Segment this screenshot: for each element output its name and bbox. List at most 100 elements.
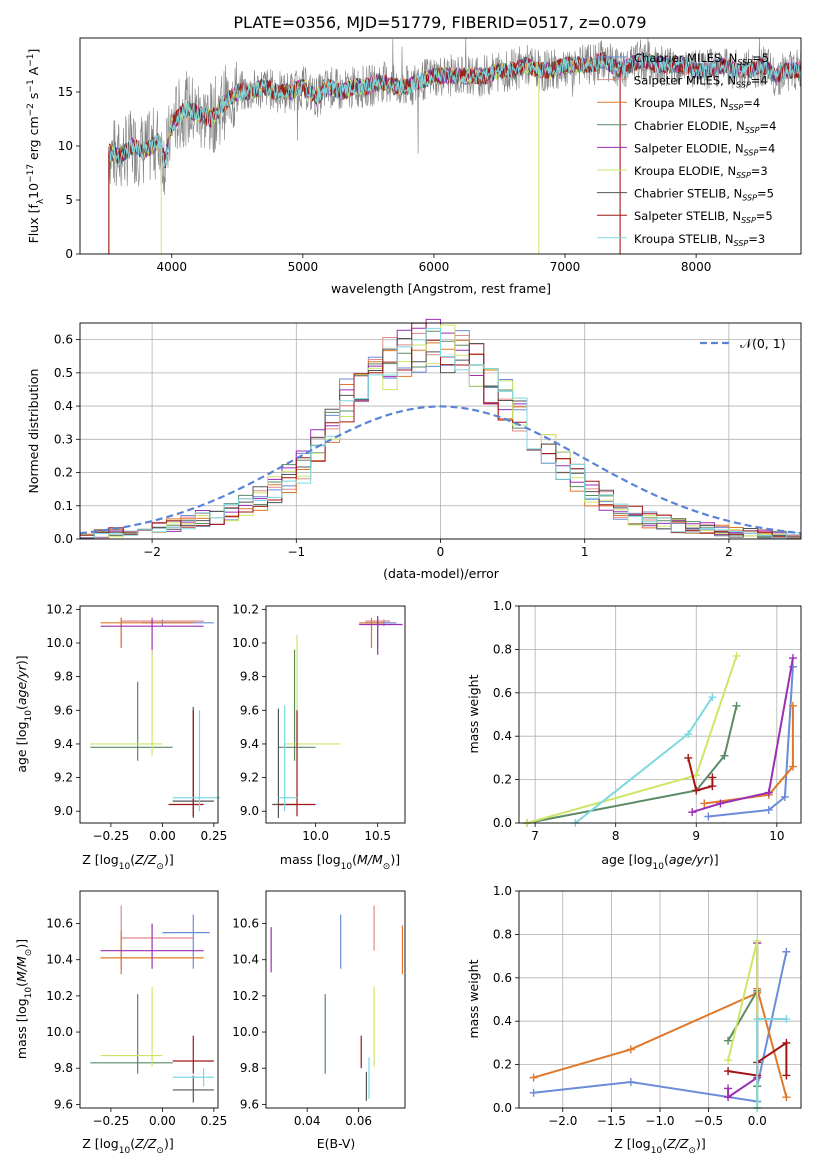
x-tick-label: 10.5 <box>364 829 391 843</box>
weight-line <box>727 940 759 1108</box>
y-axis-label: Flux [fλ10−17 erg cm−2 s−1 A−1] <box>26 49 46 244</box>
y-tick-label: 0.2 <box>493 773 512 787</box>
weight-marker <box>692 786 701 795</box>
x-tick-label: 0.04 <box>294 1114 321 1128</box>
y-tick-label: 10 <box>58 139 73 153</box>
y-tick-label: 9.2 <box>54 771 73 785</box>
y-tick-label: 0.6 <box>493 971 512 985</box>
x-tick-label: 4000 <box>156 260 187 274</box>
y-tick-label: 0.2 <box>493 1058 512 1072</box>
weight-marker <box>764 788 773 797</box>
weight-marker <box>724 1067 733 1076</box>
weight-marker <box>684 730 693 739</box>
weight-marker <box>708 773 717 782</box>
weight-marker <box>684 753 693 762</box>
x-tick-label: 0 <box>437 545 445 559</box>
weight-marker <box>708 693 717 702</box>
y-tick-label: 1.0 <box>493 599 512 613</box>
y-axis-label: mass weight <box>466 674 481 753</box>
y-axis-label: mass [log10(M/M⊙)] <box>14 939 34 1059</box>
spectrum-axes: 4000 5000 6000 7000 8000 0 5 10 15 Chabrier MILES… <box>26 37 802 296</box>
weight-marker <box>782 1015 791 1024</box>
legend-entry: Kroupa ELODIE, NSSP=3 <box>634 164 768 180</box>
y-tick-label: 9.8 <box>240 1061 259 1075</box>
y-tick-label: 0.4 <box>493 1014 512 1028</box>
x-tick-label: 5000 <box>288 260 319 274</box>
age-vs-z-axes: −0.25 0.00 0.25 9.0 9.2 9.4 9.6 9.8 10.0 10.2 Z [l… <box>14 602 227 872</box>
axes-frame <box>79 322 802 540</box>
weight-marker <box>788 654 797 663</box>
y-tick-label: 0.2 <box>54 466 73 480</box>
x-tick-label: 7 <box>531 829 539 843</box>
mass-vs-z-axes: −0.25 0.00 0.25 9.6 9.8 10.0 10.2 10.4 10.6 Z [lo… <box>14 890 228 1156</box>
y-tick-label: 1.0 <box>493 884 512 898</box>
x-axis-label: Z [log10(Z/Z⊙)] <box>82 852 173 872</box>
weight-line <box>526 705 738 824</box>
x-axis-label: Z [log10(Z/Z⊙)] <box>82 1136 173 1156</box>
y-tick-label: 9.4 <box>240 737 259 751</box>
y-axis-label: mass weight <box>466 959 481 1038</box>
x-tick-label: −0.25 <box>93 1114 130 1128</box>
weight-marker <box>688 808 697 817</box>
y-tick-label: 10.2 <box>232 989 259 1003</box>
x-tick-label: −2.0 <box>548 1114 577 1128</box>
weight-line <box>526 655 738 824</box>
y-tick-label: 10.4 <box>232 953 259 967</box>
x-tick-label: −1.5 <box>597 1114 626 1128</box>
y-tick-label: 10.4 <box>46 953 73 967</box>
x-axis-label: age [log10(age/yr)] <box>601 852 718 872</box>
x-tick-label: 2 <box>725 545 733 559</box>
y-tick-label: 0.6 <box>54 333 73 347</box>
legend-entry: 𝒩(0, 1) <box>740 336 786 351</box>
weight-line <box>691 657 794 814</box>
y-tick-label: 0.4 <box>54 399 73 413</box>
weight-line <box>708 666 794 818</box>
y-tick-label: 9.2 <box>240 771 259 785</box>
x-tick-label: 0.25 <box>201 1114 228 1128</box>
legend-entry: Salpeter ELODIE, NSSP=4 <box>634 141 775 157</box>
y-axis-label: age [log10(age/yr)] <box>14 655 34 772</box>
weight-marker <box>788 662 797 671</box>
y-tick-label: 10.2 <box>232 602 259 616</box>
y-tick-label: 0.5 <box>54 366 73 380</box>
y-tick-label: 0.8 <box>493 927 512 941</box>
legend-entry: Salpeter MILES, NSSP=4 <box>634 74 768 90</box>
figure-title: PLATE=0356, MJD=51779, FIBERID=0517, z=0… <box>233 13 646 32</box>
axes-frame <box>79 890 219 1109</box>
y-tick-label: 10.6 <box>46 917 73 931</box>
x-tick-label: 0.06 <box>345 1114 372 1128</box>
x-tick-label: 0.0 <box>748 1114 767 1128</box>
weight-marker <box>788 762 797 771</box>
weight-marker <box>704 812 713 821</box>
y-tick-label: 9.8 <box>54 1061 73 1075</box>
weight-marker <box>529 1088 538 1097</box>
y-tick-label: 0.3 <box>54 432 73 446</box>
x-tick-label: −0.25 <box>93 829 130 843</box>
x-tick-label: −0.5 <box>694 1114 723 1128</box>
weight-marker <box>720 751 729 760</box>
legend-entry: Chabrier STELIB, NSSP=5 <box>634 187 774 203</box>
x-tick-label: 1 <box>581 545 589 559</box>
x-tick-label: 6000 <box>419 260 450 274</box>
weight-line <box>687 757 714 792</box>
mass-vs-ebv-axes: 0.04 0.06 9.6 9.8 10.0 10.2 10.4 10.6 E(B-V) <box>232 890 406 1151</box>
y-tick-label: 0.4 <box>493 729 512 743</box>
weight-marker <box>626 1045 635 1054</box>
weight-marker <box>700 799 709 808</box>
y-tick-label: 10.0 <box>46 636 73 650</box>
y-tick-label: 10.6 <box>232 917 259 931</box>
y-tick-label: 9.6 <box>240 703 259 717</box>
y-tick-label: 9.8 <box>240 670 259 684</box>
x-tick-label: 0.00 <box>149 829 176 843</box>
y-tick-label: 10.0 <box>232 636 259 650</box>
y-tick-label: 0.8 <box>493 642 512 656</box>
model-spectrum-line <box>108 50 802 167</box>
legend-entry: Kroupa STELIB, NSSP=3 <box>634 232 765 248</box>
y-tick-label: 9.0 <box>54 804 73 818</box>
weight-line <box>704 705 794 805</box>
y-tick-label: 9.4 <box>54 737 73 751</box>
normal-curve <box>79 405 802 535</box>
weight-marker <box>782 947 791 956</box>
x-axis-label: wavelength [Angstrom, rest frame] <box>331 281 551 296</box>
x-tick-label: 9 <box>692 829 700 843</box>
